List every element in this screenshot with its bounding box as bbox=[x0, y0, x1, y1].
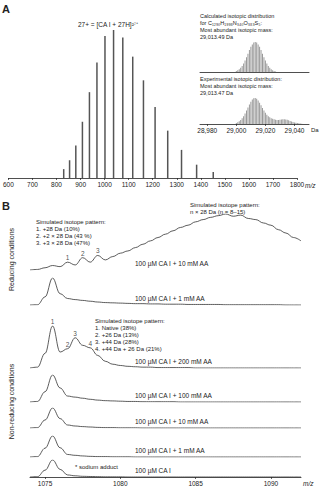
svg-text:100 µM CA I + 10 mM AA: 100 µM CA I + 10 mM AA bbox=[135, 418, 209, 426]
svg-text:100 µM CA I + 100 mM AA: 100 µM CA I + 100 mM AA bbox=[135, 392, 213, 400]
svg-text:3: 3 bbox=[73, 330, 77, 337]
svg-text:1700: 1700 bbox=[266, 181, 281, 188]
svg-text:* sodium adduct: * sodium adduct bbox=[75, 464, 118, 470]
svg-text:1300: 1300 bbox=[170, 181, 185, 188]
svg-text:Most abundant isotopic mass:: Most abundant isotopic mass: bbox=[200, 27, 273, 33]
svg-text:A: A bbox=[2, 3, 10, 15]
svg-text:2. +26 Da (13%): 2. +26 Da (13%) bbox=[95, 332, 139, 338]
svg-text:3. +44 Da (28%): 3. +44 Da (28%) bbox=[95, 339, 139, 345]
svg-text:29,013.49 Da: 29,013.49 Da bbox=[200, 34, 234, 40]
svg-text:100 µM CA I + 10 mM AA: 100 µM CA I + 10 mM AA bbox=[135, 260, 209, 268]
svg-text:3: 3 bbox=[96, 247, 100, 254]
svg-text:1600: 1600 bbox=[242, 181, 257, 188]
svg-text:m/z: m/z bbox=[303, 480, 314, 487]
svg-text:1075: 1075 bbox=[38, 480, 53, 487]
svg-text:800: 800 bbox=[51, 181, 62, 188]
svg-text:Da: Da bbox=[311, 127, 319, 133]
svg-text:29,020: 29,020 bbox=[255, 127, 275, 134]
svg-text:29,040: 29,040 bbox=[285, 127, 305, 134]
svg-text:m/z: m/z bbox=[305, 182, 316, 189]
svg-text:100 µM CA I + 1 mM AA: 100 µM CA I + 1 mM AA bbox=[135, 447, 205, 455]
svg-text:29,000: 29,000 bbox=[226, 127, 246, 134]
svg-text:1080: 1080 bbox=[113, 480, 128, 487]
svg-text:1: 1 bbox=[66, 254, 70, 261]
svg-text:Simulated isotope pattern:: Simulated isotope pattern: bbox=[190, 202, 260, 208]
svg-text:Simulated isotope pattern:: Simulated isotope pattern: bbox=[36, 219, 106, 225]
svg-text:2: 2 bbox=[81, 250, 85, 257]
svg-text:Non-reducing conditions: Non-reducing conditions bbox=[8, 363, 16, 439]
svg-text:3. +3 × 28 Da (47%): 3. +3 × 28 Da (47%) bbox=[36, 240, 90, 246]
svg-text:1090: 1090 bbox=[264, 480, 279, 487]
svg-text:Calculated isotopic distributi: Calculated isotopic distribution bbox=[200, 13, 274, 19]
svg-text:27+ = [CA I + 27H]²⁷⁺: 27+ = [CA I + 27H]²⁷⁺ bbox=[78, 21, 138, 29]
svg-text:700: 700 bbox=[27, 181, 38, 188]
svg-text:1400: 1400 bbox=[194, 181, 209, 188]
svg-text:Most abundant isotopic mass:: Most abundant isotopic mass: bbox=[200, 83, 273, 89]
svg-text:28,980: 28,980 bbox=[197, 127, 217, 134]
svg-text:Simulated isotope pattern:: Simulated isotope pattern: bbox=[95, 318, 165, 324]
svg-text:100 µM CA I + 200 mM AA: 100 µM CA I + 200 mM AA bbox=[135, 358, 213, 366]
svg-text:1500: 1500 bbox=[218, 181, 233, 188]
svg-text:1085: 1085 bbox=[188, 480, 203, 487]
svg-text:1800: 1800 bbox=[290, 181, 305, 188]
svg-text:1. Native (38%): 1. Native (38%) bbox=[95, 325, 136, 331]
svg-text:2: 2 bbox=[66, 341, 70, 348]
svg-text:100 µM CA I: 100 µM CA I bbox=[135, 467, 171, 475]
svg-text:1100: 1100 bbox=[122, 181, 136, 188]
svg-text:100 µM CA I + 1 mM AA: 100 µM CA I + 1 mM AA bbox=[135, 295, 205, 303]
svg-text:2. +2 × 28 Da (43 %): 2. +2 × 28 Da (43 %) bbox=[36, 233, 92, 239]
svg-text:Reducing conditions: Reducing conditions bbox=[8, 227, 16, 291]
svg-text:n × 28 Da (n = 8–15): n × 28 Da (n = 8–15) bbox=[190, 209, 245, 215]
svg-text:for C₁₂₉₀H₁₉₉₈N₃₄₀O₃₈₃S₅:: for C₁₂₉₀H₁₉₉₈N₃₄₀O₃₈₃S₅: bbox=[200, 20, 263, 26]
svg-text:29,013.47 Da: 29,013.47 Da bbox=[200, 90, 234, 96]
svg-text:B: B bbox=[2, 200, 10, 212]
svg-text:4: 4 bbox=[88, 340, 92, 347]
svg-text:1000: 1000 bbox=[97, 181, 112, 188]
svg-text:600: 600 bbox=[3, 181, 14, 188]
svg-text:4. +44 Da + 26 Da (21%): 4. +44 Da + 26 Da (21%) bbox=[95, 346, 162, 352]
svg-text:Experimental isotopic distribu: Experimental isotopic distribution: bbox=[200, 76, 282, 82]
svg-text:1: 1 bbox=[51, 318, 55, 325]
svg-text:1. +28 Da (10%): 1. +28 Da (10%) bbox=[36, 226, 80, 232]
svg-text:900: 900 bbox=[75, 181, 86, 188]
svg-text:1200: 1200 bbox=[145, 181, 160, 188]
